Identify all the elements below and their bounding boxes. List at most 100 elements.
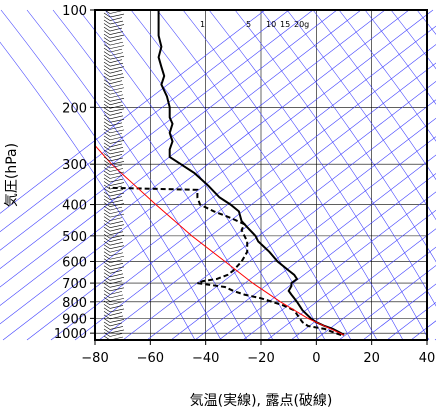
- wind-barb: [103, 16, 111, 21]
- wind-barb: [103, 82, 111, 88]
- wind-barb: [109, 59, 123, 63]
- wind-barb: [109, 83, 124, 88]
- x-axis-title: 気温(実線), 露点(破線): [190, 393, 333, 409]
- wind-barb: [103, 100, 111, 106]
- wind-barb: [103, 240, 111, 246]
- x-tick-label: −60: [137, 351, 164, 366]
- wind-barb: [109, 55, 125, 60]
- wind-barb: [109, 97, 125, 102]
- wind-barb: [103, 121, 111, 127]
- x-tick-label: −40: [192, 351, 219, 366]
- wind-barb: [103, 58, 111, 63]
- wind-barb: [109, 217, 123, 221]
- dry-adiabat-line: [364, 9, 436, 105]
- wind-barb: [109, 94, 124, 99]
- wind-barb: [103, 216, 111, 221]
- isotherm-line: [170, 136, 436, 341]
- wind-barb: [103, 300, 111, 306]
- y-tick-label: 600: [62, 255, 87, 270]
- wind-barb: [103, 311, 111, 316]
- wind-barb: [103, 23, 111, 28]
- wind-barb: [109, 48, 123, 53]
- wind-barb: [103, 191, 111, 197]
- y-tick-label: 500: [62, 230, 87, 245]
- dry-adiabat-line: [390, 9, 436, 70]
- isotherm-line: [2, 9, 434, 341]
- isotherm-line: [0, 9, 386, 306]
- wind-barb: [109, 112, 123, 116]
- mixing-ratio-label: 20g: [294, 20, 309, 29]
- wind-barb: [109, 238, 123, 242]
- y-tick-label: 700: [62, 277, 87, 292]
- wind-barb: [109, 305, 124, 309]
- wind-barb: [103, 37, 111, 42]
- isotherm-line: [362, 283, 436, 341]
- wind-barb: [109, 287, 125, 292]
- wind-barb: [103, 205, 111, 211]
- reference-line-line: [95, 144, 345, 336]
- wind-barb: [103, 132, 111, 137]
- wind-barbs: [103, 10, 125, 340]
- wind-barb: [103, 19, 111, 25]
- wind-barb: [109, 213, 125, 218]
- y-tick-label: 800: [62, 296, 87, 311]
- wind-barb: [109, 178, 124, 183]
- wind-barb: [103, 247, 111, 253]
- mixing-ratio-label: 10: [266, 20, 276, 29]
- isotherm-line: [0, 9, 314, 251]
- wind-barb: [103, 33, 111, 39]
- wind-barb: [103, 177, 111, 183]
- wind-barb: [109, 73, 124, 77]
- wind-barb: [109, 38, 123, 42]
- wind-barb: [109, 234, 125, 239]
- isotherm-line: [0, 9, 338, 270]
- wind-barb: [103, 212, 111, 218]
- wind-barb: [103, 258, 111, 264]
- wind-barb: [109, 329, 125, 334]
- wind-barb: [103, 61, 111, 67]
- wind-barb: [103, 233, 111, 239]
- wind-barb: [109, 203, 125, 207]
- wind-barb: [109, 199, 124, 204]
- wind-barb: [103, 139, 111, 144]
- dry-adiabat-line: [104, 9, 326, 341]
- wind-barb: [103, 160, 111, 165]
- wind-barb: [109, 126, 124, 130]
- y-tick-label: 900: [62, 312, 87, 327]
- wind-barb: [103, 44, 111, 49]
- isotherm-line: [122, 99, 436, 341]
- dry-adiabat-line: [208, 9, 430, 341]
- wind-barb: [109, 34, 125, 39]
- wind-barb: [109, 150, 125, 155]
- wind-barb: [103, 272, 111, 278]
- wind-barb: [109, 220, 124, 225]
- isotherm-line: [146, 117, 436, 341]
- x-tick-label: 40: [419, 351, 436, 366]
- wind-barb: [103, 262, 111, 267]
- wind-barb: [103, 107, 111, 113]
- wind-barb: [103, 118, 111, 123]
- wind-barb: [103, 318, 111, 323]
- wind-barb: [109, 27, 123, 32]
- wind-barb: [109, 80, 123, 85]
- wind-barb: [103, 321, 111, 327]
- wind-barb: [103, 104, 111, 109]
- wind-barb: [109, 189, 124, 193]
- wind-barb: [103, 47, 111, 53]
- isotherm-line: [0, 9, 290, 233]
- wind-barb: [109, 136, 124, 141]
- wind-barb: [109, 227, 123, 232]
- wind-barb: [109, 273, 124, 278]
- wind-barb: [109, 143, 123, 148]
- wind-barb: [109, 284, 124, 288]
- wind-barb: [109, 277, 125, 281]
- wind-barb: [103, 237, 111, 242]
- wind-barb: [109, 122, 123, 127]
- wind-barb: [109, 224, 125, 228]
- wind-barb: [103, 332, 111, 337]
- wind-barb: [103, 72, 111, 77]
- wind-barb: [103, 255, 111, 260]
